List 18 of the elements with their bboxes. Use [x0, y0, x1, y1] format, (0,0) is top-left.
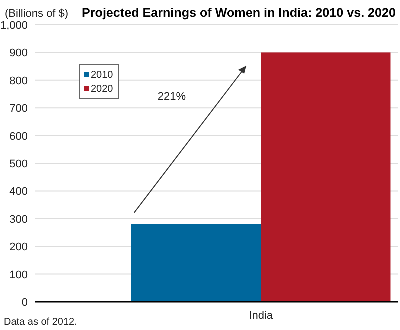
y-tick-label: 900 [10, 48, 28, 60]
y-tick-label: 800 [10, 75, 28, 88]
text: Data as of 2012. [4, 317, 78, 328]
y-axis-title: (Billions of $) [5, 8, 69, 20]
y-tick-label: 300 [10, 214, 28, 226]
chart-title: Projected Earnings of Women in India: 2010 vs. 2020 [82, 6, 396, 20]
y-tick-label: 100 [10, 269, 28, 282]
y-tick-label: 1,000 [0, 20, 28, 32]
legend-label: 2010 [91, 70, 114, 81]
legend-label: 2020 [91, 84, 114, 95]
y-tick-label: 500 [10, 158, 28, 170]
y-tick-label: 700 [10, 103, 28, 116]
y-tick-label: 400 [10, 186, 28, 198]
y-tick-label: 600 [10, 130, 28, 143]
annotation: 221% [158, 91, 186, 103]
x-tick-label: India [249, 310, 274, 322]
y-tick-label: 200 [10, 242, 28, 254]
y-tick-label: 0 [22, 297, 28, 309]
